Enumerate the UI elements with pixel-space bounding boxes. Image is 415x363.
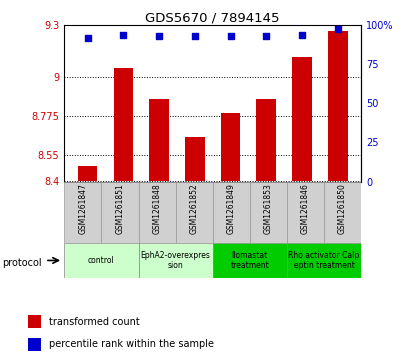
Text: GSM1261849: GSM1261849 — [227, 183, 236, 234]
Text: GSM1261851: GSM1261851 — [115, 183, 124, 234]
Text: GSM1261846: GSM1261846 — [301, 183, 310, 234]
Bar — [78, 166, 98, 182]
Point — [263, 33, 270, 39]
Point — [299, 32, 305, 38]
Bar — [292, 57, 312, 182]
Point — [191, 33, 198, 39]
Bar — [213, 182, 250, 243]
Bar — [324, 182, 361, 243]
Point — [334, 26, 341, 32]
Bar — [101, 182, 139, 243]
Bar — [64, 243, 139, 278]
Point — [84, 35, 91, 41]
Text: GSM1261852: GSM1261852 — [190, 183, 199, 234]
Bar — [221, 113, 240, 182]
Title: GDS5670 / 7894145: GDS5670 / 7894145 — [145, 11, 280, 24]
Bar — [328, 30, 348, 181]
Bar — [28, 315, 42, 329]
Bar — [287, 182, 324, 243]
Text: control: control — [88, 256, 115, 265]
Bar — [64, 182, 101, 243]
Text: GSM1261853: GSM1261853 — [264, 183, 273, 234]
Bar — [114, 68, 133, 182]
Bar — [250, 182, 287, 243]
Text: GSM1261847: GSM1261847 — [78, 183, 88, 234]
Text: percentile rank within the sample: percentile rank within the sample — [49, 339, 214, 350]
Bar — [256, 99, 276, 182]
Text: EphA2-overexpres
sion: EphA2-overexpres sion — [141, 251, 210, 270]
Bar — [139, 182, 176, 243]
Bar — [213, 243, 287, 278]
Text: Ilomastat
treatment: Ilomastat treatment — [230, 251, 269, 270]
Bar — [176, 182, 213, 243]
Point — [156, 33, 162, 39]
Text: transformed count: transformed count — [49, 317, 139, 327]
Bar — [185, 137, 205, 182]
Bar — [287, 243, 361, 278]
Point — [120, 32, 127, 38]
Text: protocol: protocol — [2, 258, 42, 268]
Text: GSM1261848: GSM1261848 — [153, 183, 161, 234]
Bar — [139, 243, 213, 278]
Bar — [28, 338, 42, 351]
Bar — [149, 99, 169, 182]
Point — [227, 33, 234, 39]
Text: Rho activator Calp
eptin treatment: Rho activator Calp eptin treatment — [288, 251, 359, 270]
Text: GSM1261850: GSM1261850 — [338, 183, 347, 234]
